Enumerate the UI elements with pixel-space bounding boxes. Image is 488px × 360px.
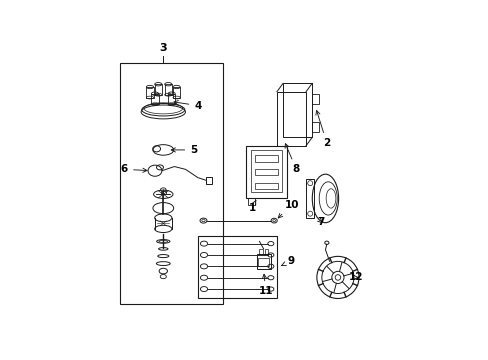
Text: 8: 8 — [285, 144, 299, 174]
Text: 7: 7 — [317, 217, 325, 227]
Bar — [164, 84, 172, 95]
Bar — [305, 179, 314, 218]
Bar — [276, 92, 305, 146]
Bar — [259, 249, 262, 254]
Bar — [254, 183, 278, 189]
Bar — [283, 84, 311, 138]
Text: 6: 6 — [121, 164, 147, 174]
Bar — [254, 156, 278, 162]
Bar — [120, 63, 223, 304]
Bar — [206, 177, 212, 184]
Bar — [151, 94, 158, 104]
Bar — [254, 169, 278, 175]
Bar — [146, 87, 153, 98]
Text: 12: 12 — [348, 273, 363, 283]
Text: 4: 4 — [174, 100, 201, 111]
Text: 1: 1 — [248, 200, 255, 213]
Bar — [256, 254, 270, 269]
Bar — [250, 150, 282, 192]
Bar — [311, 122, 319, 132]
Bar — [311, 94, 319, 104]
Text: 5: 5 — [171, 145, 197, 155]
Bar — [247, 198, 254, 205]
Text: 9: 9 — [281, 256, 294, 266]
Bar — [264, 249, 267, 254]
Bar — [154, 84, 162, 95]
Bar — [246, 146, 286, 198]
Text: 3: 3 — [159, 43, 167, 53]
Bar — [198, 236, 276, 298]
Text: 10: 10 — [278, 199, 298, 218]
Bar — [173, 87, 180, 98]
Bar — [161, 191, 165, 194]
Bar — [168, 94, 175, 104]
Text: 11: 11 — [258, 274, 273, 296]
Bar — [258, 258, 268, 266]
Text: 2: 2 — [315, 111, 330, 148]
